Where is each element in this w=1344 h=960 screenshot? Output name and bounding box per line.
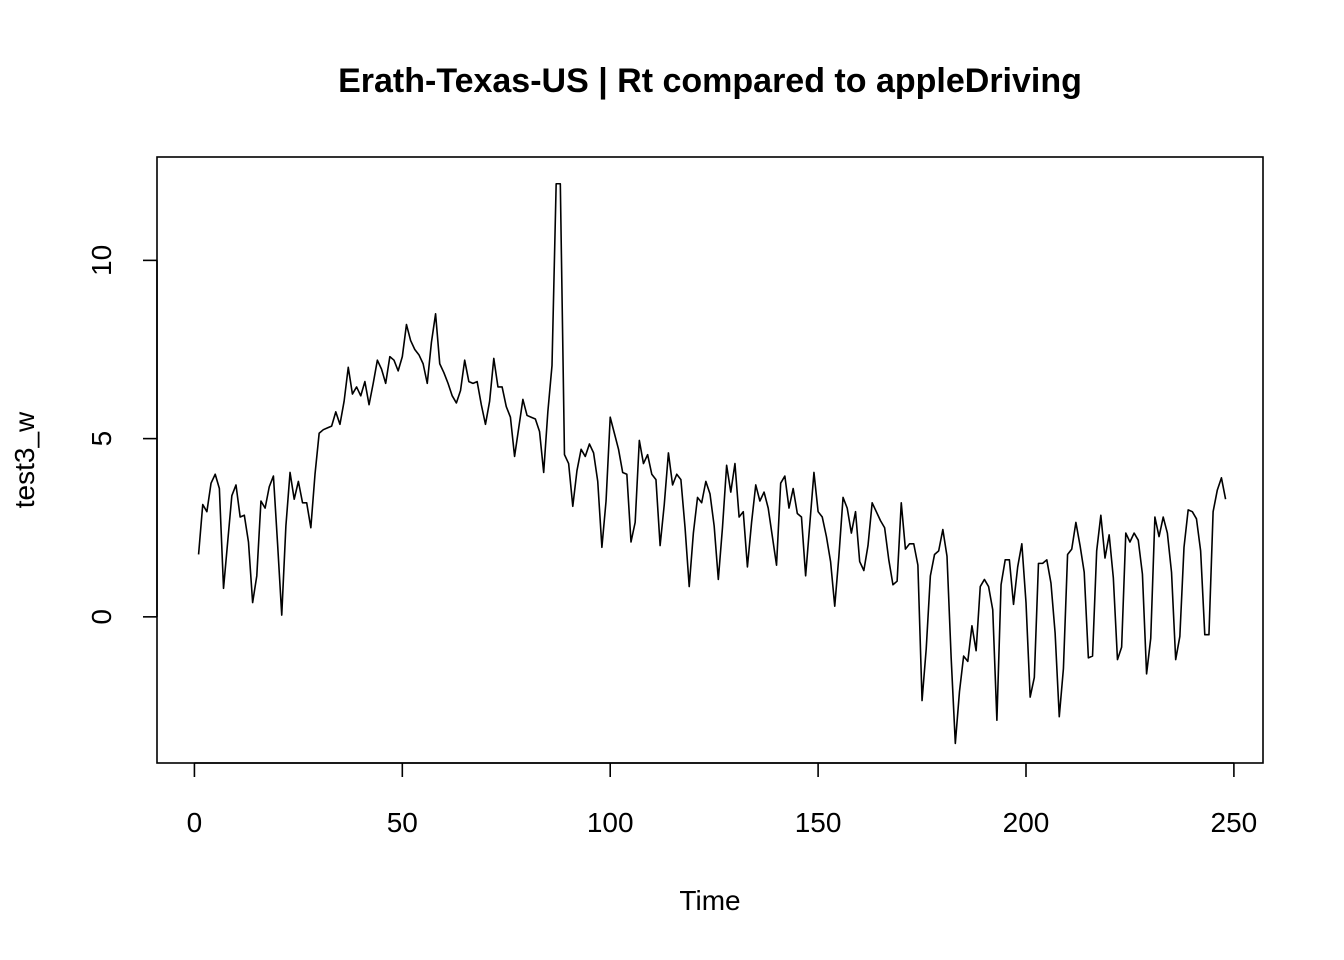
- x-tick-label: 100: [587, 807, 634, 838]
- y-axis-label: test3_w: [9, 411, 40, 508]
- x-tick-label: 50: [387, 807, 418, 838]
- x-tick-label: 250: [1211, 807, 1258, 838]
- y-tick-label: 5: [86, 431, 117, 447]
- plot-frame: [156, 156, 1264, 764]
- x-axis: 0 50 100 150 200 250: [187, 762, 1258, 838]
- chart-title: Erath-Texas-US | Rt compared to appleDri…: [338, 62, 1082, 100]
- y-tick-label: 10: [86, 245, 117, 276]
- y-tick-label: 0: [86, 609, 117, 625]
- x-tick-label: 150: [795, 807, 842, 838]
- y-axis: 0 5 10: [86, 245, 158, 625]
- x-tick-label: 0: [187, 807, 203, 838]
- x-axis-label: Time: [679, 885, 740, 916]
- x-tick-label: 200: [1003, 807, 1050, 838]
- series-line: [197, 182, 1227, 745]
